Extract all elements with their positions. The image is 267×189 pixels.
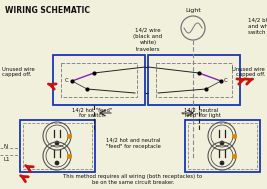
Text: Light: Light (185, 8, 201, 13)
Circle shape (55, 141, 59, 145)
Circle shape (220, 141, 224, 145)
Text: 14/2 hot and neutral
"feed" for receptacle: 14/2 hot and neutral "feed" for receptac… (105, 138, 160, 149)
Text: 14/2 black
and white
switch leg: 14/2 black and white switch leg (248, 18, 267, 35)
Bar (53, 55, 145, 105)
Text: C: C (65, 78, 69, 84)
Text: L1: L1 (3, 157, 10, 162)
Circle shape (55, 161, 59, 165)
Text: WIRING SCHEMATIC: WIRING SCHEMATIC (5, 6, 90, 15)
Circle shape (220, 161, 224, 165)
Bar (61, 63, 137, 97)
Text: 14/2 wire
(black and
white)
travelers: 14/2 wire (black and white) travelers (134, 28, 163, 52)
Text: This method requires all wiring (both receptacles) to
be on the same circuit bre: This method requires all wiring (both re… (64, 174, 203, 185)
Bar (156, 63, 232, 97)
Text: Unused wire
capped off.: Unused wire capped off. (232, 67, 265, 77)
Bar (148, 55, 240, 105)
Text: 14/2 hot "feed"
for switch: 14/2 hot "feed" for switch (72, 107, 112, 118)
Text: C: C (224, 78, 228, 84)
Bar (185, 120, 260, 172)
Bar (188, 123, 257, 169)
Text: 14/2  neutral
"feed" for light: 14/2 neutral "feed" for light (182, 107, 221, 118)
Bar (23, 123, 92, 169)
Text: Unused wire
capped off.: Unused wire capped off. (2, 67, 35, 77)
Bar (20, 120, 95, 172)
Text: N: N (3, 145, 7, 149)
